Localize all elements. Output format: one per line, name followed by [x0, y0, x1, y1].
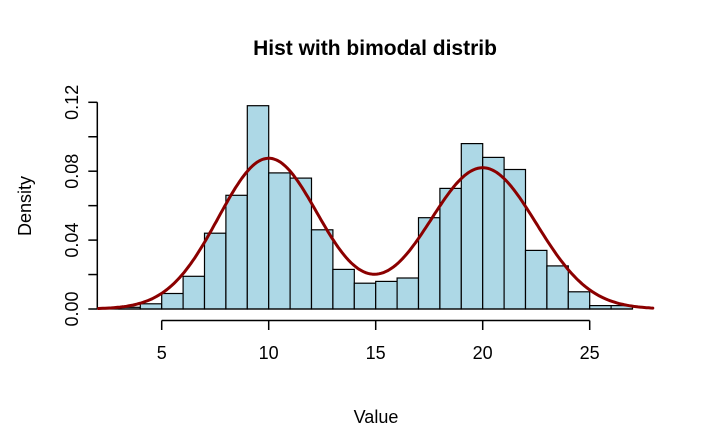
histogram-bar [396, 277, 420, 310]
histogram-bar [182, 275, 206, 310]
x-tick-label: 25 [580, 343, 600, 363]
histogram-bar [332, 268, 355, 310]
y-tick-label: 0.04 [62, 223, 82, 258]
histogram-bar [268, 172, 291, 310]
x-axis-label: Value [354, 407, 399, 427]
chart-title: Hist with bimodal distrib [253, 37, 497, 60]
histogram-bar [524, 249, 548, 310]
histogram-bar [161, 292, 184, 310]
y-tick-label: 0.12 [62, 85, 82, 120]
histogram-bar [310, 229, 334, 310]
histogram-bar [203, 232, 227, 310]
x-tick-label: 20 [473, 343, 493, 363]
y-tick-label: 0.00 [62, 291, 82, 326]
histogram-bar [482, 156, 505, 310]
histogram-bar [375, 280, 398, 310]
x-tick-label: 5 [157, 343, 167, 363]
histogram-bar [546, 265, 569, 310]
histogram-bar [225, 194, 248, 310]
histogram-bar [353, 282, 377, 310]
x-tick-label: 15 [366, 343, 386, 363]
histogram-bar [139, 303, 163, 310]
axes: 0.00 0.04 0.08 0.12 5 10 15 20 25 [62, 85, 600, 363]
histogram-bar [246, 105, 270, 310]
y-tick-label: 0.08 [62, 154, 82, 189]
density-curve [97, 156, 655, 310]
x-tick-label: 10 [259, 343, 279, 363]
histogram-bar [567, 291, 591, 310]
histogram-bar [439, 187, 462, 310]
y-axis-label: Density [15, 176, 35, 236]
histogram-bars [97, 105, 634, 310]
